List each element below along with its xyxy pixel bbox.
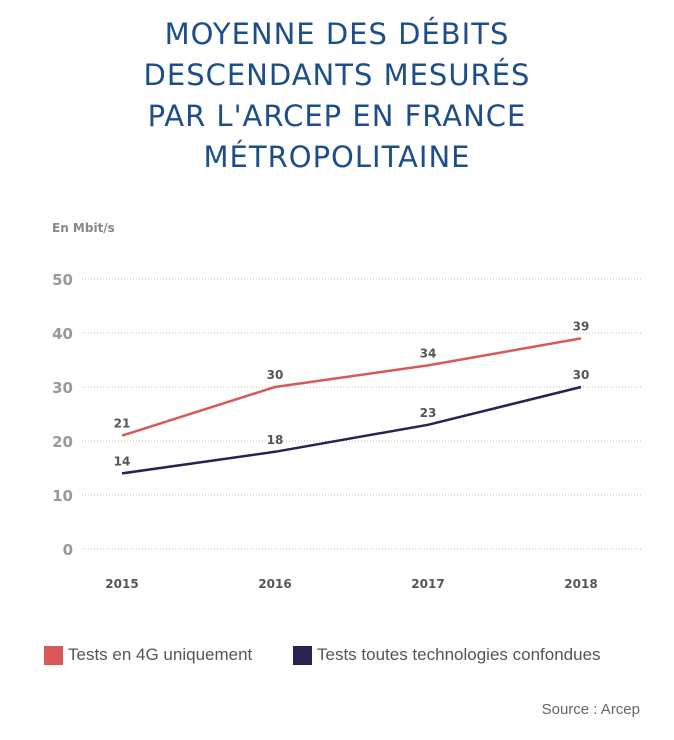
data-label: 18 (267, 433, 284, 447)
legend-label: Tests en 4G uniquement (68, 645, 253, 664)
y-axis-label: En Mbit/s (52, 221, 115, 235)
chart-title: MOYENNE DES DÉBITS DESCENDANTS MESURÉS P… (0, 14, 674, 178)
y-tick-label: 30 (52, 379, 73, 397)
source-note: Source : Arcep (541, 701, 640, 718)
y-tick-label: 50 (52, 271, 73, 289)
title-line: MOYENNE DES DÉBITS (164, 17, 510, 51)
x-tick-label: 2017 (411, 577, 444, 591)
legend-swatch-all (293, 645, 312, 665)
data-label: 30 (573, 368, 590, 382)
legend-item-4g: Tests en 4G uniquement (44, 645, 252, 665)
y-tick-label: 10 (52, 487, 73, 505)
x-tick-label: 2016 (258, 577, 291, 591)
x-tick-label: 2015 (105, 577, 138, 591)
legend-item-all: Tests toutes technologies confondues (293, 645, 601, 665)
y-tick-label: 20 (52, 433, 73, 451)
data-label: 21 (114, 417, 131, 431)
data-label: 39 (573, 319, 590, 333)
title-line: MÉTROPOLITAINE (203, 140, 471, 174)
x-tick-label: 2018 (564, 577, 597, 591)
legend-swatch-4g (44, 645, 63, 665)
line-chart: 0 10 20 30 40 50 2015 2016 2017 2018 21 30 34 39 14 18 2… (52, 271, 642, 591)
series-line-1 (121, 385, 582, 475)
title-line: DESCENDANTS MESURÉS (143, 58, 531, 92)
y-tick-label: 0 (63, 541, 73, 559)
title-line: PAR L'ARCEP EN FRANCE (147, 99, 527, 133)
series-line-0 (121, 337, 582, 437)
data-label: 30 (267, 368, 284, 382)
data-label: 14 (114, 454, 131, 468)
legend-label: Tests toutes technologies confondues (317, 645, 601, 664)
data-label: 34 (420, 346, 437, 360)
data-label: 23 (420, 406, 437, 420)
y-tick-label: 40 (52, 325, 73, 343)
